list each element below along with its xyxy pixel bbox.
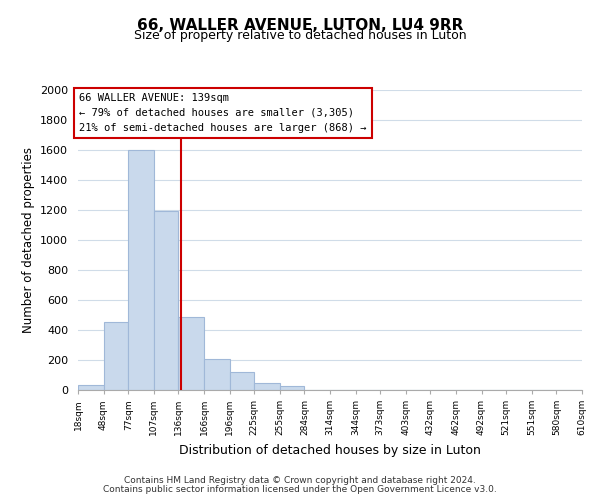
X-axis label: Distribution of detached houses by size in Luton: Distribution of detached houses by size … (179, 444, 481, 456)
Bar (178, 318, 204, 390)
Bar (254, 382, 280, 390)
Bar (154, 211, 178, 390)
Bar (204, 358, 230, 390)
Text: Contains public sector information licensed under the Open Government Licence v3: Contains public sector information licen… (103, 485, 497, 494)
Bar (230, 372, 254, 390)
Bar (128, 150, 154, 390)
Bar (78, 385, 104, 390)
Text: 66, WALLER AVENUE, LUTON, LU4 9RR: 66, WALLER AVENUE, LUTON, LU4 9RR (137, 18, 463, 32)
Bar (104, 322, 128, 390)
Text: 66 WALLER AVENUE: 139sqm
← 79% of detached houses are smaller (3,305)
21% of sem: 66 WALLER AVENUE: 139sqm ← 79% of detach… (79, 93, 367, 132)
Y-axis label: Number of detached properties: Number of detached properties (22, 147, 35, 333)
Bar (280, 386, 304, 390)
Text: Contains HM Land Registry data © Crown copyright and database right 2024.: Contains HM Land Registry data © Crown c… (124, 476, 476, 485)
Text: Size of property relative to detached houses in Luton: Size of property relative to detached ho… (134, 29, 466, 42)
